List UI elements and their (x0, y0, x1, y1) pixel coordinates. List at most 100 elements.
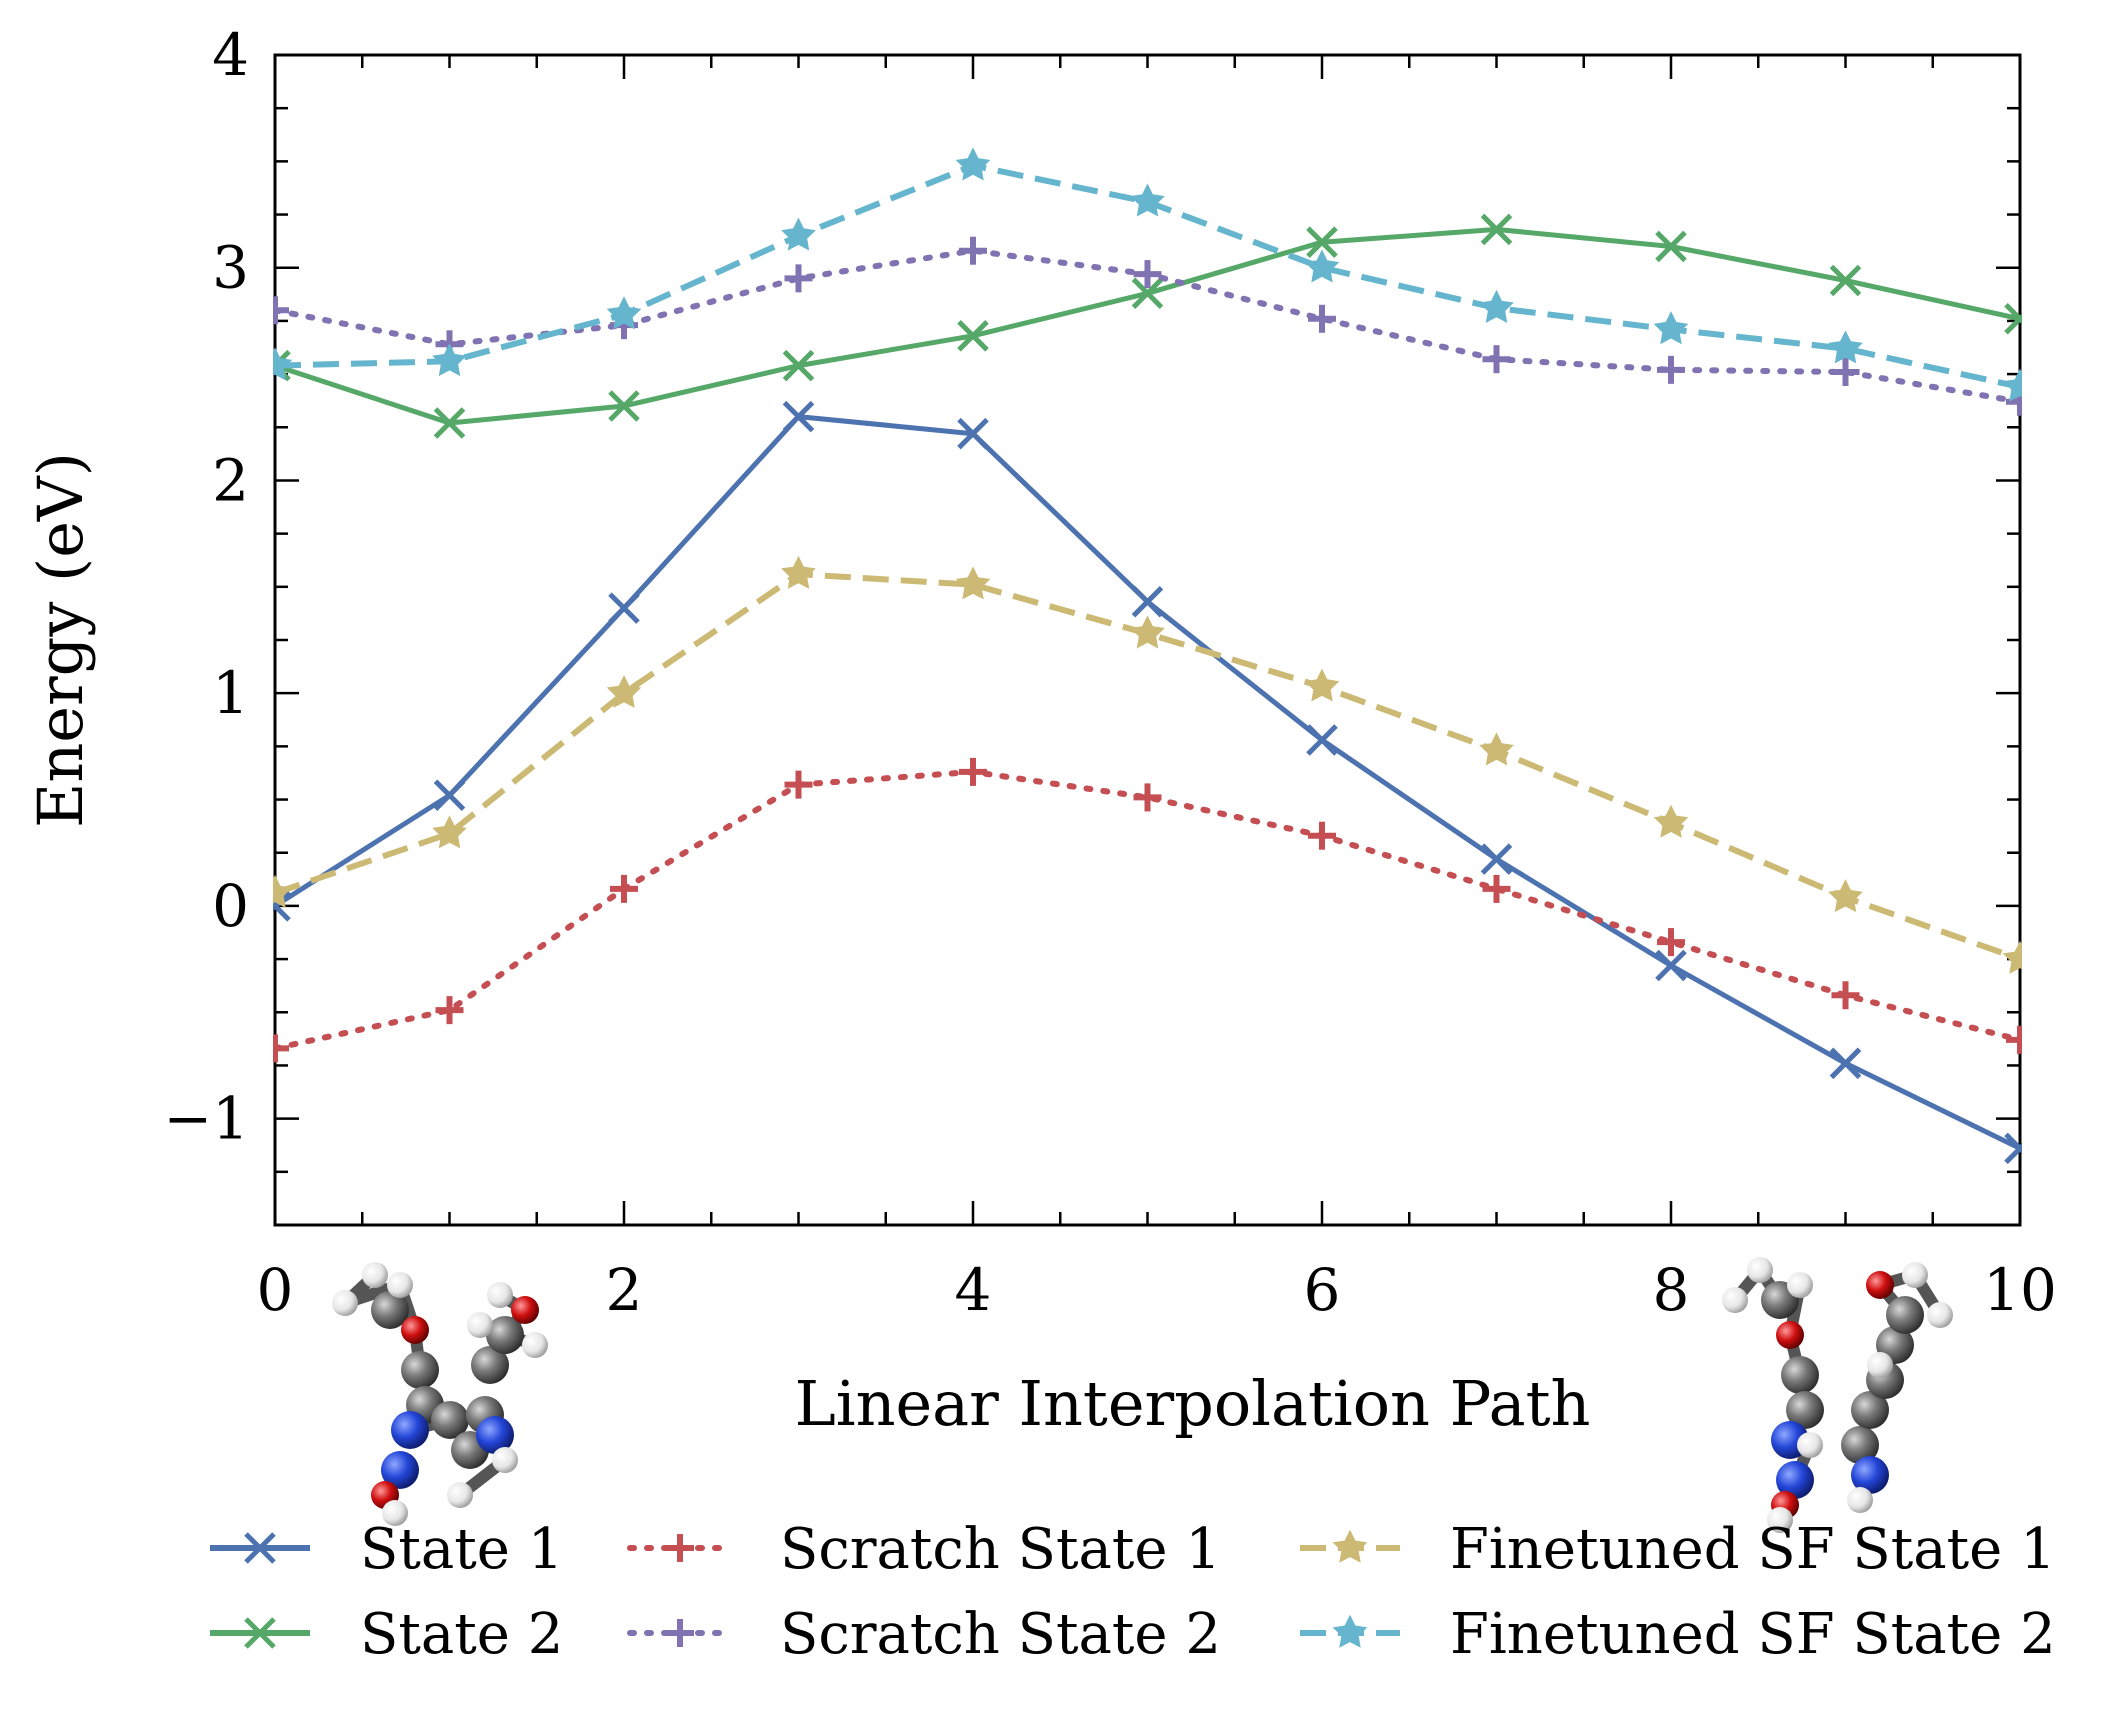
marker-stroke (1131, 585, 1164, 618)
legend-entry-scratch-state-2[interactable]: Scratch State 2 (627, 1602, 1221, 1667)
data-point (1653, 311, 1689, 345)
y-tick-label: 1 (212, 659, 249, 727)
legend-marker (1332, 1529, 1368, 1563)
marker-stroke (957, 417, 989, 450)
legend-entry-finetuned-sf-state-1[interactable]: Finetuned SF State 1 (1300, 1517, 2056, 1582)
data-point (1479, 289, 1514, 323)
data-point (433, 779, 466, 812)
molecule-structure-start-icon (332, 1262, 548, 1526)
marker-shape (1828, 879, 1863, 913)
data-point (781, 555, 816, 589)
data-point (1831, 981, 1860, 1010)
marker-shape (1130, 183, 1165, 217)
data-point (1133, 260, 1162, 289)
legend-entry-state-2[interactable]: State 2 (210, 1602, 563, 1667)
atom (391, 1411, 429, 1449)
data-point (1482, 345, 1511, 374)
data-point (1653, 804, 1689, 838)
atom (431, 1401, 469, 1439)
marker-stroke (273, 890, 291, 912)
data-point (608, 390, 640, 422)
atom (522, 1332, 548, 1358)
data-point (1308, 304, 1336, 333)
data-point (432, 343, 467, 377)
y-tick-label: 2 (212, 446, 249, 514)
marker-stroke (1306, 724, 1338, 756)
y-tick-label: −1 (164, 1085, 250, 1153)
data-point (959, 236, 987, 265)
atom (447, 1482, 473, 1508)
marker-shape (1332, 1529, 1368, 1563)
data-point (1657, 355, 1685, 384)
atom (362, 1262, 388, 1288)
marker-shape (1332, 1614, 1368, 1648)
marker-shape (781, 217, 816, 251)
marker-stroke (782, 349, 815, 382)
atom (1886, 1296, 1924, 1334)
data-point (1131, 277, 1164, 310)
series-finetuned-sf-state-1 (273, 555, 2022, 974)
data-point (784, 770, 813, 799)
atom (1902, 1262, 1928, 1288)
x-tick-label: 2 (606, 1256, 643, 1324)
data-point (1306, 724, 1338, 756)
data-point (608, 592, 640, 624)
data-point (1480, 843, 1513, 875)
atom (1722, 1287, 1748, 1313)
atom (511, 1296, 539, 1324)
data-point (1308, 821, 1336, 850)
atom (1851, 1456, 1889, 1494)
y-tick-label: 3 (212, 234, 249, 302)
data-point (610, 874, 638, 903)
data-point (1829, 264, 1862, 297)
atom (471, 1346, 509, 1384)
atom (1776, 1461, 1814, 1499)
marker-shape (432, 815, 467, 849)
atom (486, 1316, 524, 1354)
data-point (1304, 668, 1340, 702)
atom (467, 1312, 493, 1338)
marker-stroke (2004, 1142, 2022, 1165)
atom (1867, 1352, 1893, 1378)
data-point (435, 996, 464, 1025)
y-tick-label: 0 (212, 872, 249, 940)
atom (381, 1451, 419, 1489)
data-point (957, 417, 989, 450)
marker-stroke (244, 1617, 276, 1649)
data-point (1482, 874, 1511, 903)
marker-shape (1479, 732, 1514, 766)
atom (1851, 1391, 1889, 1429)
data-point (782, 400, 815, 433)
marker-shape (2002, 368, 2022, 402)
data-point (606, 296, 642, 330)
legend-entry-finetuned-sf-state-2[interactable]: Finetuned SF State 2 (1300, 1602, 2056, 1667)
data-point (781, 217, 816, 251)
data-point (1831, 357, 1860, 386)
legend-marker (244, 1532, 276, 1564)
atom (492, 1447, 518, 1473)
series-state-1 (273, 400, 2022, 1165)
legend-label: Finetuned SF State 2 (1450, 1602, 2056, 1667)
marker-stroke (1829, 264, 1862, 297)
legend-entry-scratch-state-1[interactable]: Scratch State 1 (627, 1517, 1221, 1582)
data-point (784, 264, 813, 293)
data-point (2002, 940, 2022, 974)
series-line (273, 768, 2022, 1052)
series-line (273, 414, 2022, 1151)
data-point (1829, 1047, 1862, 1080)
data-point (273, 296, 289, 325)
data-point (2004, 1132, 2022, 1165)
data-point (433, 407, 466, 439)
marker-shape (273, 347, 293, 381)
marker-stroke (1480, 843, 1513, 875)
marker-stroke (1480, 213, 1513, 246)
data-point (273, 1034, 289, 1063)
marker-stroke (608, 592, 640, 624)
marker-stroke (957, 320, 989, 352)
data-point (1655, 949, 1687, 982)
atom (1847, 1487, 1873, 1513)
data-point (273, 874, 293, 908)
legend-entry-state-1[interactable]: State 1 (210, 1517, 563, 1582)
marker-shape (1304, 668, 1340, 702)
data-point (606, 674, 642, 708)
